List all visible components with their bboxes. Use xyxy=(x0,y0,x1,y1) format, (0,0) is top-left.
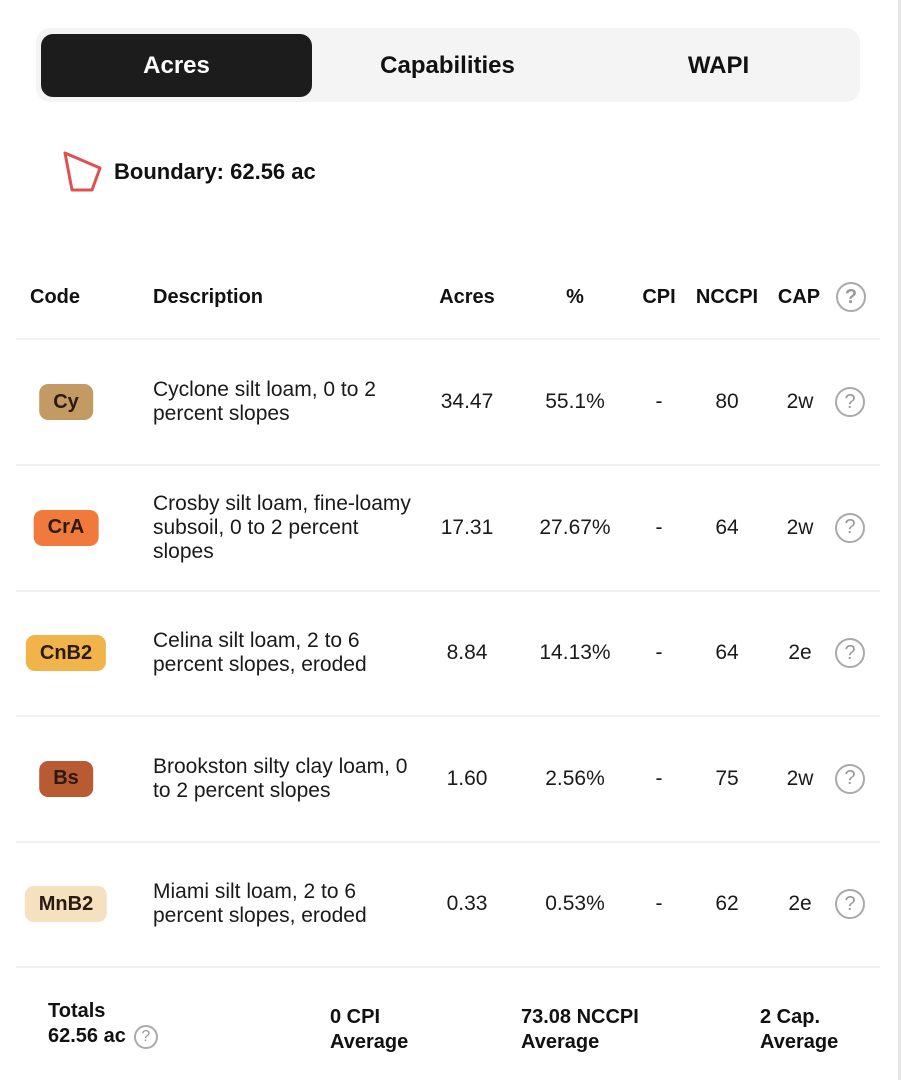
table-row: Cy Cyclone silt loam, 0 to 2 percent slo… xyxy=(0,339,901,465)
boundary-label: Boundary: 62.56 ac xyxy=(114,159,316,184)
header-acres: Acres xyxy=(439,286,495,308)
cap-value: 2w xyxy=(786,766,814,790)
soil-description: Crosby silt loam, fine-loamy subsoil, 0 … xyxy=(153,491,411,563)
percent-value: 2.56% xyxy=(545,766,605,790)
soil-description: Miami silt loam, 2 to 6 percent slopes, … xyxy=(153,880,367,927)
table-row: Bs Brookston silty clay loam, 0 to 2 per… xyxy=(0,716,901,842)
totals-nccpi: 73.08 NCCPI Average xyxy=(521,1005,639,1055)
table-row: CrA Crosby silt loam, fine-loamy subsoil… xyxy=(0,465,901,591)
soil-code-badge: CrA xyxy=(33,509,99,546)
soil-code-badge: Cy xyxy=(39,384,93,420)
acres-value: 0.33 xyxy=(446,892,488,915)
cap-value: 2w xyxy=(786,390,814,413)
totals-acres-value: 62.56 ac xyxy=(48,1025,126,1047)
cpi-value: - xyxy=(655,515,663,539)
help-icon[interactable]: ? xyxy=(835,387,865,417)
cpi-value: - xyxy=(655,390,663,413)
header-cap: CAP xyxy=(777,286,821,308)
header-nccpi: NCCPI xyxy=(695,286,759,308)
nccpi-value: 64 xyxy=(715,515,739,539)
totals-acres: Totals 62.56 ac? xyxy=(48,999,158,1049)
totals-cap: 2 Cap. Average xyxy=(760,1005,838,1055)
soil-code-badge: Bs xyxy=(39,760,93,797)
cpi-value: - xyxy=(655,641,663,664)
header-percent: % xyxy=(566,286,584,308)
totals-cpi-sub: Average xyxy=(330,1031,409,1053)
divider xyxy=(16,840,880,843)
divider xyxy=(16,338,880,340)
nccpi-value: 64 xyxy=(715,641,739,664)
percent-value: 14.13% xyxy=(539,641,611,664)
tab-wapi[interactable]: WAPI xyxy=(687,51,750,79)
nccpi-value: 75 xyxy=(715,766,739,790)
acres-value: 34.47 xyxy=(440,390,494,413)
totals-cap-value: 2 Cap. xyxy=(760,1006,821,1028)
acres-value: 17.31 xyxy=(440,515,494,539)
nccpi-value: 80 xyxy=(715,390,739,413)
cap-value: 2e xyxy=(788,892,812,915)
cap-value: 2w xyxy=(786,515,814,539)
totals-cpi-value: 0 CPI xyxy=(330,1006,381,1028)
cap-value: 2e xyxy=(788,641,812,664)
percent-value: 0.53% xyxy=(545,892,605,915)
divider xyxy=(16,715,880,717)
soil-code-badge: CnB2 xyxy=(25,635,107,671)
divider xyxy=(16,589,880,592)
percent-value: 27.67% xyxy=(539,515,611,539)
help-icon[interactable]: ? xyxy=(835,889,865,919)
totals-nccpi-value: 73.08 NCCPI xyxy=(521,1006,639,1028)
totals-cap-sub: Average xyxy=(760,1031,839,1053)
acres-value: 8.84 xyxy=(446,641,488,664)
totals-label: Totals xyxy=(48,1000,106,1022)
header-code: Code xyxy=(30,286,80,308)
table-row: CnB2 Celina silt loam, 2 to 6 percent sl… xyxy=(0,590,901,716)
soil-description: Brookston silty clay loam, 0 to 2 percen… xyxy=(153,754,408,802)
percent-value: 55.1% xyxy=(545,390,605,413)
divider xyxy=(16,966,880,968)
table-row: MnB2 Miami silt loam, 2 to 6 percent slo… xyxy=(0,841,901,967)
tab-capabilities[interactable]: Capabilities xyxy=(380,51,515,79)
soil-code-badge: MnB2 xyxy=(24,886,108,922)
totals-nccpi-sub: Average xyxy=(521,1031,600,1053)
soil-description: Cyclone silt loam, 0 to 2 percent slopes xyxy=(153,378,376,425)
boundary-summary: Boundary: 62.56 ac xyxy=(62,150,316,194)
cpi-value: - xyxy=(655,766,663,790)
polygon-boundary-icon xyxy=(63,151,102,192)
help-icon[interactable]: ? xyxy=(835,638,865,668)
help-icon[interactable]: ? xyxy=(835,512,865,543)
help-icon[interactable]: ? xyxy=(836,282,866,312)
scrollbar-edge xyxy=(898,0,901,1080)
help-icon[interactable]: ? xyxy=(133,1024,158,1049)
table-header: Code Description Acres % CPI NCCPI CAP ? xyxy=(0,282,901,312)
header-description: Description xyxy=(153,286,264,308)
header-cpi: CPI xyxy=(642,286,676,308)
acres-value: 1.60 xyxy=(446,766,488,790)
divider xyxy=(16,464,880,466)
nccpi-value: 62 xyxy=(715,892,739,915)
soil-description: Celina silt loam, 2 to 6 percent slopes,… xyxy=(153,629,367,676)
tab-acres[interactable]: Acres xyxy=(41,34,312,97)
cpi-value: - xyxy=(655,892,663,915)
tab-bar: Acres Capabilities WAPI xyxy=(36,28,860,102)
totals-cpi: 0 CPI Average xyxy=(330,1005,408,1055)
help-icon[interactable]: ? xyxy=(835,763,865,794)
